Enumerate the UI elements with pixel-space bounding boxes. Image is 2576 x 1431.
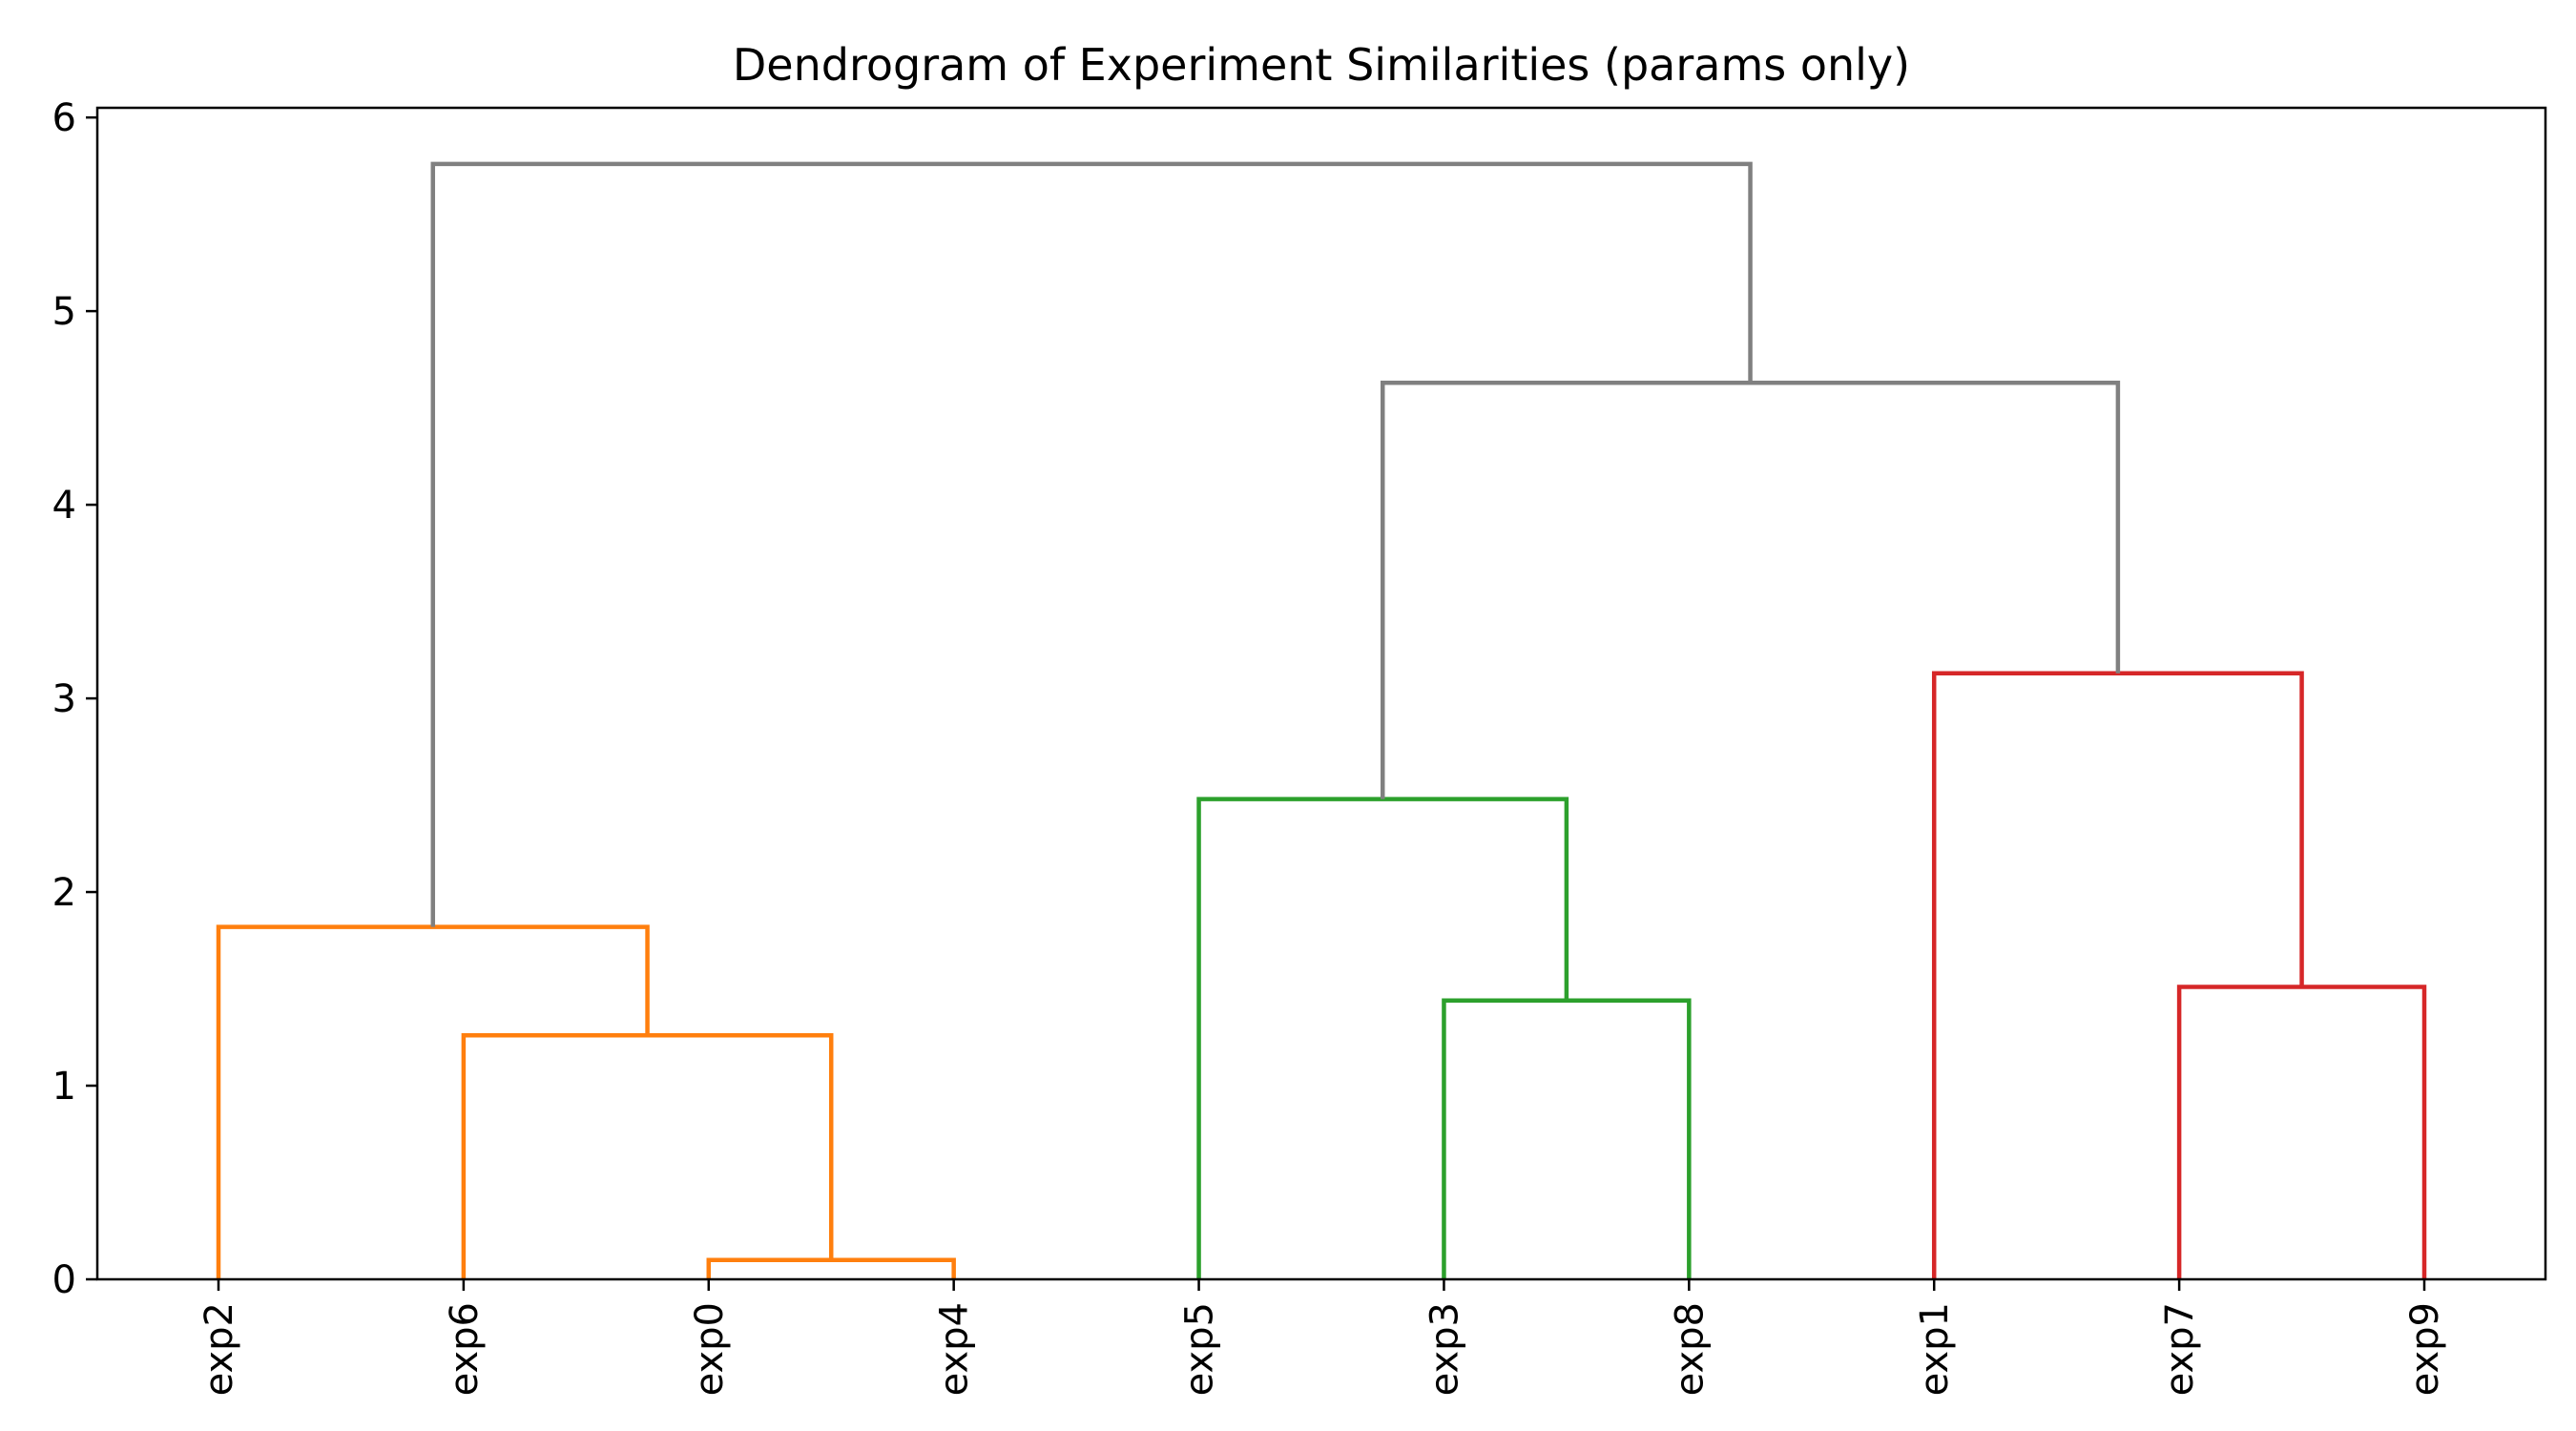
- leaf-label-exp8: exp8: [1668, 1302, 1712, 1396]
- y-tick-label: 5: [52, 290, 76, 334]
- y-tick-label: 6: [52, 96, 76, 140]
- y-tick-label: 1: [52, 1065, 76, 1109]
- merge-link-5: [1196, 797, 1569, 1279]
- y-tick-label: 2: [52, 871, 76, 915]
- y-axis: 0 1 2 3 4 5 6: [52, 96, 97, 1302]
- leaf-label-exp2: exp2: [197, 1302, 241, 1396]
- leaf-label-exp3: exp3: [1423, 1302, 1466, 1396]
- leaf-label-exp1: exp1: [1913, 1302, 1957, 1396]
- merge-link-6: [2176, 985, 2427, 1279]
- leaf-label-exp4: exp4: [933, 1302, 977, 1396]
- leaf-label-exp6: exp6: [443, 1302, 487, 1396]
- merge-link-8: [1380, 380, 2121, 799]
- leaf-label-exp9: exp9: [2403, 1302, 2447, 1396]
- merge-link-2: [461, 1033, 834, 1279]
- chart-title: Dendrogram of Experiment Similarities (p…: [733, 39, 1910, 91]
- leaf-label-exp7: exp7: [2158, 1302, 2202, 1396]
- y-tick-label: 4: [52, 484, 76, 528]
- plot-frame: [95, 106, 2547, 1281]
- leaf-label-exp0: exp0: [688, 1302, 732, 1396]
- merge-link-7: [1931, 671, 2304, 1279]
- y-tick-label: 3: [52, 677, 76, 721]
- merge-link-1: [706, 1257, 956, 1279]
- leaf-label-exp5: exp5: [1178, 1302, 1222, 1396]
- y-tick-label: 0: [52, 1258, 76, 1302]
- merge-link-9: [430, 161, 1753, 927]
- merge-link-4: [1442, 998, 1692, 1279]
- x-axis: exp2 exp6 exp0 exp4 exp5 exp3 exp8 exp1 exp7 exp9: [197, 1279, 2447, 1396]
- merge-link-3: [216, 924, 650, 1279]
- dendrogram-links: [216, 161, 2427, 1279]
